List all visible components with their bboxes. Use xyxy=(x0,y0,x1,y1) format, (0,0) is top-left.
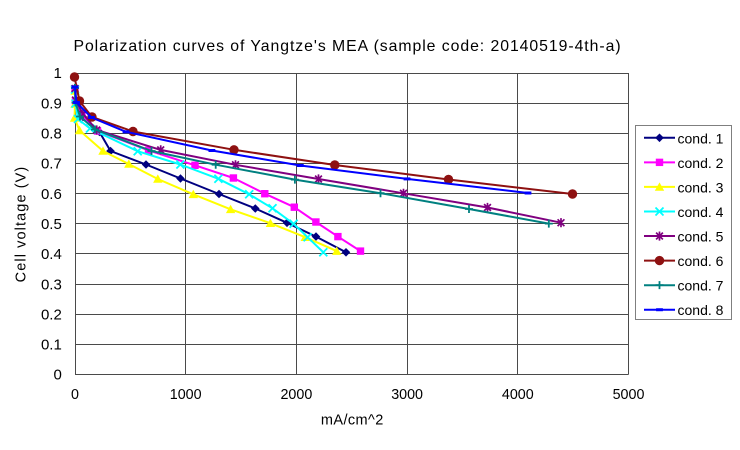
svg-text:0.8: 0.8 xyxy=(41,126,62,143)
svg-text:Polarization curves of Yangtze: Polarization curves of Yangtze's MEA (sa… xyxy=(73,38,621,55)
svg-text:4000: 4000 xyxy=(502,387,534,403)
svg-text:0.2: 0.2 xyxy=(41,306,62,323)
svg-text:0.5: 0.5 xyxy=(41,216,62,233)
svg-text:cond. 5: cond. 5 xyxy=(678,229,724,245)
svg-text:cond. 7: cond. 7 xyxy=(678,278,724,294)
svg-text:5000: 5000 xyxy=(613,387,645,403)
svg-text:0: 0 xyxy=(71,387,79,403)
svg-text:3000: 3000 xyxy=(391,387,423,403)
svg-text:mA/cm^2: mA/cm^2 xyxy=(321,413,384,429)
svg-text:0.7: 0.7 xyxy=(41,156,62,173)
svg-text:0.6: 0.6 xyxy=(41,186,62,203)
svg-text:0.9: 0.9 xyxy=(41,95,62,112)
svg-text:1: 1 xyxy=(53,65,61,82)
svg-text:0: 0 xyxy=(53,367,61,384)
svg-text:cond. 2: cond. 2 xyxy=(678,155,724,171)
svg-text:1000: 1000 xyxy=(170,387,202,403)
svg-text:0.1: 0.1 xyxy=(41,337,62,354)
svg-text:cond. 3: cond. 3 xyxy=(678,179,724,195)
svg-text:0.3: 0.3 xyxy=(41,276,62,293)
svg-text:Cell voltage (V): Cell voltage (V) xyxy=(14,166,30,283)
svg-text:cond. 4: cond. 4 xyxy=(678,204,724,220)
svg-text:cond. 8: cond. 8 xyxy=(678,302,724,318)
svg-text:0.4: 0.4 xyxy=(41,246,62,263)
svg-text:2000: 2000 xyxy=(280,387,312,403)
svg-text:cond. 1: cond. 1 xyxy=(678,130,724,146)
svg-text:cond. 6: cond. 6 xyxy=(678,253,724,269)
